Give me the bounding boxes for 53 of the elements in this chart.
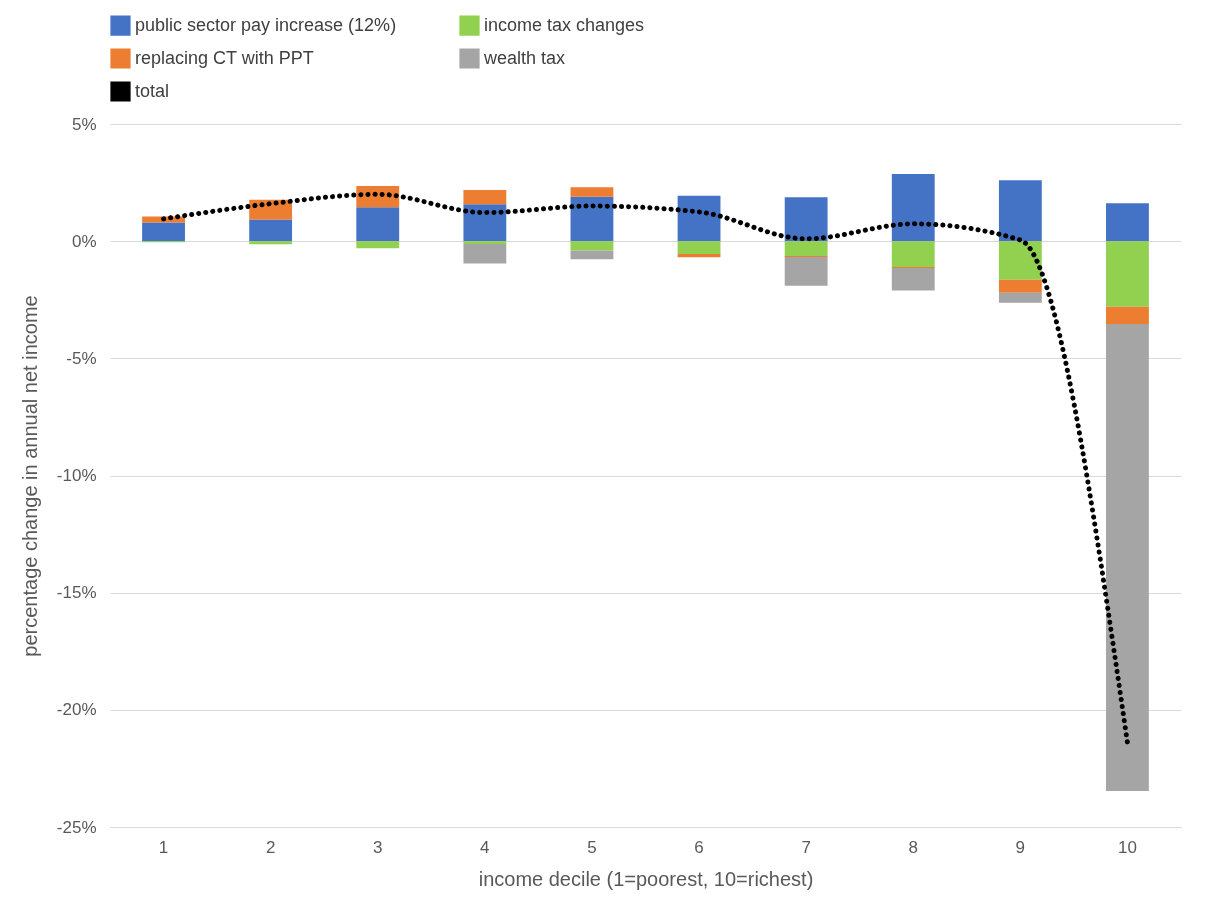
y-tick-label: -25% — [56, 817, 97, 837]
bar — [249, 241, 293, 245]
legend-label: replacing CT with PPT — [135, 47, 314, 68]
bar — [784, 241, 828, 256]
bar — [1106, 323, 1149, 791]
bar — [998, 241, 1042, 280]
legend-label: total — [135, 80, 170, 101]
legend-label: public sector pay increase (12%) — [135, 14, 397, 35]
bar — [677, 195, 721, 242]
bar — [998, 279, 1042, 293]
bar — [998, 292, 1042, 303]
y-axis-title: percentage change in annual net income — [18, 295, 41, 657]
bar — [784, 257, 828, 286]
y-tick-label: -15% — [56, 583, 97, 603]
x-tick-label: 10 — [1117, 837, 1137, 857]
y-tick-label: 0% — [71, 231, 97, 251]
bar — [570, 241, 614, 251]
bar — [784, 197, 828, 242]
x-tick-label: 9 — [1015, 837, 1026, 857]
bar — [1106, 203, 1149, 242]
y-tick-label: -20% — [56, 700, 97, 720]
bar — [356, 207, 400, 242]
x-axis-title: income decile (1=poorest, 10=richest) — [478, 867, 814, 890]
bar — [463, 243, 507, 264]
bar — [463, 241, 507, 244]
y-tick-label: 5% — [71, 114, 97, 134]
x-tick-label: 8 — [908, 837, 918, 857]
bar — [570, 196, 614, 242]
bar — [463, 190, 507, 205]
x-tick-label: 5 — [587, 837, 597, 857]
bar — [677, 241, 721, 255]
bar — [463, 204, 507, 242]
x-tick-label: 6 — [694, 837, 704, 857]
x-tick-label: 3 — [373, 837, 383, 857]
bar — [570, 187, 614, 197]
legend-label: income tax changes — [484, 14, 645, 35]
y-tick-label: -10% — [56, 466, 97, 485]
bar — [570, 250, 614, 260]
bar — [891, 241, 935, 267]
bar — [1106, 306, 1149, 324]
bar — [891, 268, 935, 291]
y-tick-label: -5% — [66, 348, 97, 368]
x-tick-label: 4 — [480, 837, 490, 857]
bar — [891, 173, 935, 242]
x-tick-label: 7 — [801, 837, 811, 857]
bar — [142, 222, 185, 242]
legend-label: wealth tax — [483, 47, 566, 68]
bar — [998, 180, 1042, 242]
bar — [249, 219, 293, 242]
x-tick-label: 1 — [158, 837, 169, 857]
bar — [1106, 241, 1149, 307]
x-tick-label: 2 — [265, 837, 276, 857]
bar — [356, 241, 400, 249]
